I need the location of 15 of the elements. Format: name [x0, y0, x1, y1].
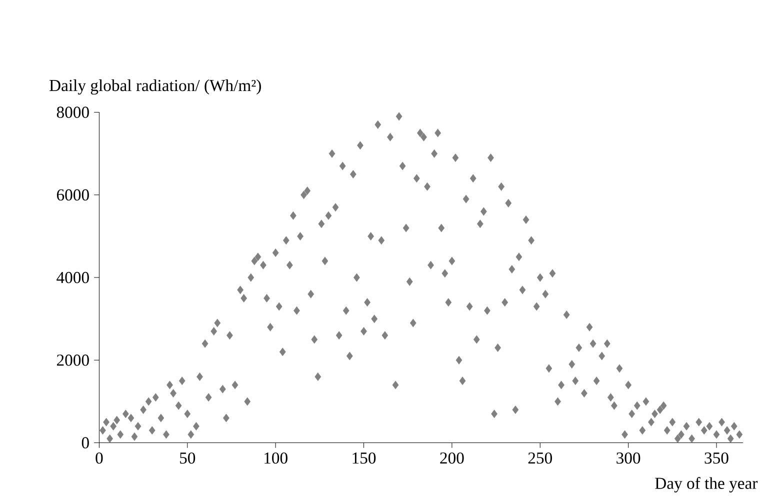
x-tick-label: 150: [352, 452, 376, 464]
y-tick-label: 0: [82, 437, 89, 449]
y-axis-title: Daily global radiation/ (Wh/m²): [50, 80, 261, 95]
y-tick-label: 2000: [56, 354, 89, 366]
x-tick-label: 100: [264, 452, 288, 464]
x-tick-label: 200: [440, 452, 464, 464]
x-tick-label: 350: [704, 452, 728, 464]
x-tick-label: 0: [96, 452, 103, 464]
x-tick-label: 300: [616, 452, 640, 464]
x-tick-label: 50: [180, 452, 196, 464]
x-axis-title: Day of the year: [655, 477, 758, 493]
y-tick-label: 4000: [56, 272, 89, 284]
x-tick-label: 250: [528, 452, 552, 464]
y-tick-label: 6000: [56, 189, 89, 201]
y-tick-label: 8000: [56, 106, 89, 118]
